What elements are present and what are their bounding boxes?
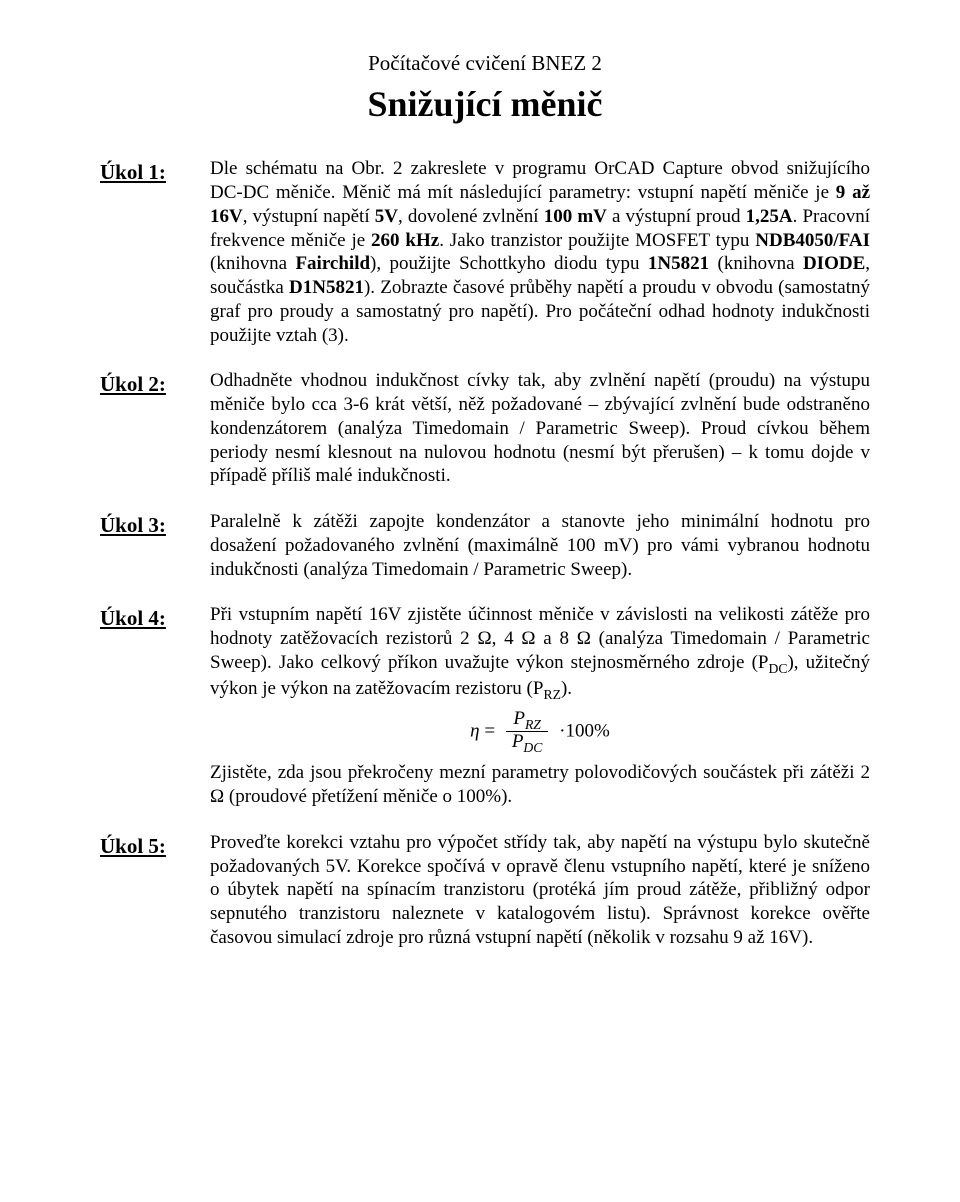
- task-4: Úkol 4: Při vstupním napětí 16V zjistěte…: [100, 603, 870, 809]
- page: Počítačové cvičení BNEZ 2 Snižující měni…: [0, 0, 960, 1202]
- task-4-text: Při vstupním napětí 16V zjistěte účinnos…: [210, 604, 870, 698]
- task-4-label: Úkol 4:: [100, 603, 210, 809]
- task-4-formula: η = PRZ PDC ·100%: [210, 709, 870, 756]
- task-1: Úkol 1: Dle schématu na Obr. 2 zakreslet…: [100, 157, 870, 347]
- document-title: Snižující měnič: [100, 82, 870, 127]
- task-1-label: Úkol 1:: [100, 157, 210, 347]
- header-top-line: Počítačové cvičení BNEZ 2: [100, 50, 870, 76]
- task-2: Úkol 2: Odhadněte vhodnou indukčnost cív…: [100, 369, 870, 488]
- task-2-body: Odhadněte vhodnou indukčnost cívky tak, …: [210, 369, 870, 488]
- task-5-label: Úkol 5:: [100, 831, 210, 950]
- task-1-body: Dle schématu na Obr. 2 zakreslete v prog…: [210, 157, 870, 347]
- task-3: Úkol 3: Paralelně k zátěži zapojte konde…: [100, 510, 870, 581]
- task-4-after: Zjistěte, zda jsou překročeny mezní para…: [210, 762, 870, 807]
- task-3-label: Úkol 3:: [100, 510, 210, 581]
- task-5-body: Proveďte korekci vztahu pro výpočet stří…: [210, 831, 870, 950]
- task-2-label: Úkol 2:: [100, 369, 210, 488]
- task-3-body: Paralelně k zátěži zapojte kondenzátor a…: [210, 510, 870, 581]
- formula-eq: =: [484, 720, 495, 741]
- task-5: Úkol 5: Proveďte korekci vztahu pro výpo…: [100, 831, 870, 950]
- formula-eta: η: [470, 720, 479, 741]
- formula-fraction: PRZ PDC: [506, 709, 549, 756]
- task-4-body: Při vstupním napětí 16V zjistěte účinnos…: [210, 603, 870, 809]
- formula-denominator: PDC: [506, 732, 549, 755]
- formula-tail: ·100%: [559, 720, 610, 741]
- formula-numerator: PRZ: [506, 709, 549, 733]
